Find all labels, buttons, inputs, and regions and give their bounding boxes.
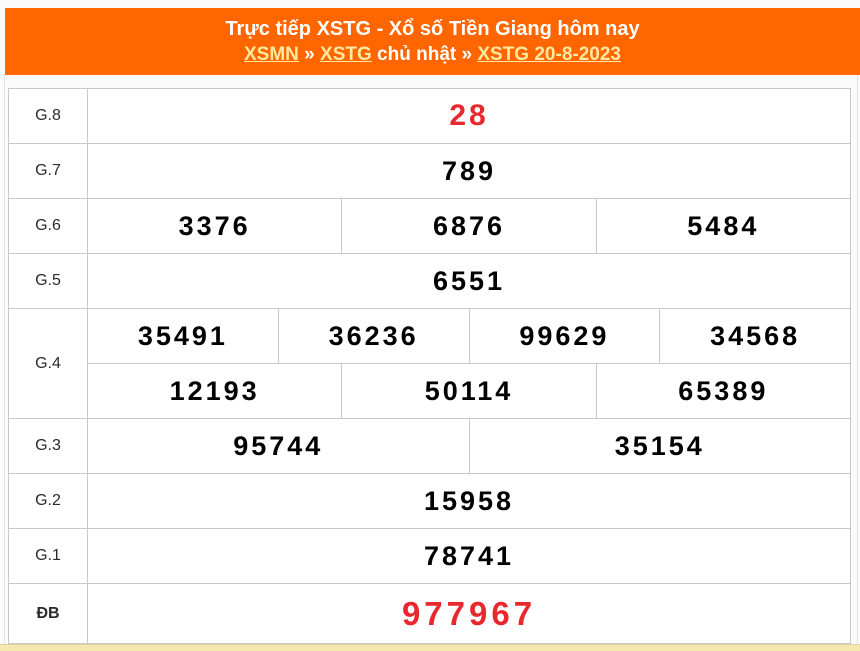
result-cell: 789 [441, 155, 497, 186]
result-cell: 34568 [659, 309, 850, 363]
result-cell: 35491 [137, 320, 228, 351]
result-cell: 65389 [595, 364, 850, 418]
prize-label: G.7 [9, 144, 88, 198]
prize-label: G.5 [9, 254, 88, 308]
breadcrumb: XSMN » XSTG chủ nhật » XSTG 20-8-2023 [5, 43, 860, 67]
result-row-g3: G.3 95744 35154 [9, 418, 850, 473]
prize-label: ĐB [9, 584, 88, 643]
prize-label: G.4 [9, 309, 88, 418]
result-row-g4: G.4 35491 36236 99629 34568 12193 50114 … [9, 308, 850, 418]
result-cell: 95744 [233, 430, 324, 461]
breadcrumb-separator: » [304, 44, 315, 65]
page-title: Trực tiếp XSTG - Xổ số Tiền Giang hôm na… [225, 18, 640, 40]
result-cell: 6876 [341, 199, 595, 253]
prize-label: G.1 [9, 529, 88, 583]
results-table: G.8 28 G.7 789 G.6 3376 6876 5484 G.5 65… [8, 88, 851, 644]
result-row-g2: G.2 15958 [9, 473, 850, 528]
result-cell: 977967 [401, 594, 537, 632]
result-row-g6: G.6 3376 6876 5484 [9, 198, 850, 253]
result-row-g8: G.8 28 [9, 89, 850, 143]
result-cell: 6551 [432, 265, 506, 296]
result-row-g1: G.1 78741 [9, 528, 850, 583]
bottom-strip [0, 644, 860, 651]
result-cell: 5484 [595, 199, 850, 253]
result-cell: 15958 [423, 485, 515, 516]
result-row-g5: G.5 6551 [9, 253, 850, 308]
breadcrumb-link-xstg[interactable]: XSTG [320, 44, 372, 65]
prize-label: G.3 [9, 419, 88, 473]
breadcrumb-link-xsmn[interactable]: XSMN [243, 44, 299, 65]
result-row-db: ĐB 977967 [9, 583, 850, 643]
prize-label: G.8 [9, 89, 88, 143]
result-row-g7: G.7 789 [9, 143, 850, 198]
result-cell: 99629 [468, 309, 660, 363]
result-cell: 3376 [178, 210, 251, 241]
prize-label: G.6 [9, 199, 88, 253]
result-cell: 35154 [468, 419, 851, 473]
breadcrumb-text-weekday: chủ nhật [377, 44, 457, 65]
result-cell: 78741 [423, 540, 515, 571]
result-cell: 12193 [169, 375, 260, 406]
header-banner: Trực tiếp XSTG - Xổ số Tiền Giang hôm na… [5, 8, 860, 75]
breadcrumb-link-date[interactable]: XSTG 20-8-2023 [477, 44, 621, 65]
result-cell: 28 [449, 99, 489, 132]
breadcrumb-separator: » [461, 44, 473, 65]
result-cell: 50114 [341, 364, 595, 418]
result-cell: 36236 [277, 309, 469, 363]
prize-label: G.2 [9, 474, 88, 528]
